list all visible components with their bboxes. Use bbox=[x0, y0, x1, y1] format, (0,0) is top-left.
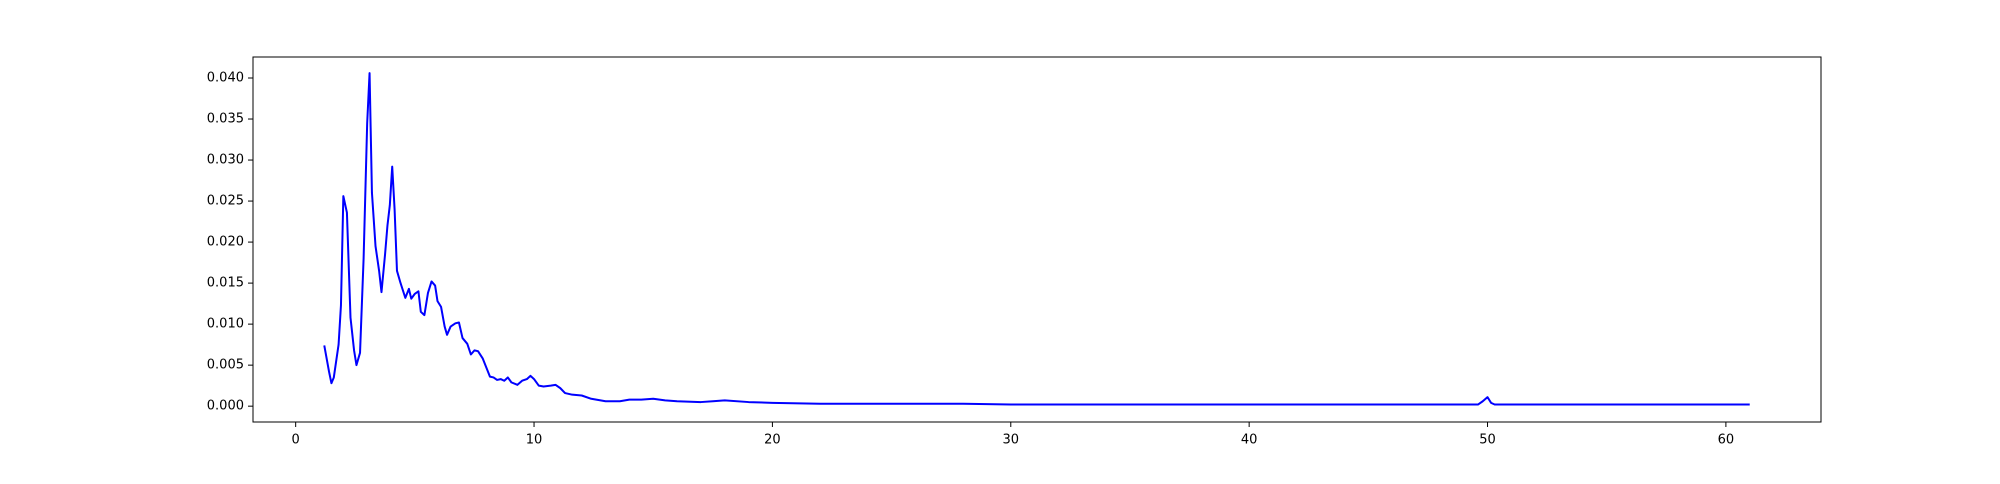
x-tick-label: 60 bbox=[1718, 433, 1735, 448]
y-tick-label: 0.000 bbox=[207, 399, 244, 414]
x-tick-label: 50 bbox=[1479, 433, 1496, 448]
y-tick-label: 0.020 bbox=[207, 235, 244, 250]
x-tick-label: 20 bbox=[764, 433, 781, 448]
x-tick-label: 10 bbox=[526, 433, 543, 448]
y-tick-label: 0.005 bbox=[207, 358, 244, 373]
x-tick-label: 0 bbox=[292, 433, 300, 448]
x-tick-label: 30 bbox=[1003, 433, 1020, 448]
x-tick-label: 40 bbox=[1241, 433, 1258, 448]
y-tick-label: 0.010 bbox=[207, 317, 244, 332]
y-tick-label: 0.015 bbox=[207, 276, 244, 291]
y-tick-label: 0.035 bbox=[207, 112, 244, 127]
y-tick-label: 0.025 bbox=[207, 194, 244, 209]
data-line bbox=[323, 72, 1750, 406]
plot-frame bbox=[252, 56, 1822, 423]
y-tick-label: 0.040 bbox=[207, 71, 244, 86]
y-tick-label: 0.030 bbox=[207, 153, 244, 168]
